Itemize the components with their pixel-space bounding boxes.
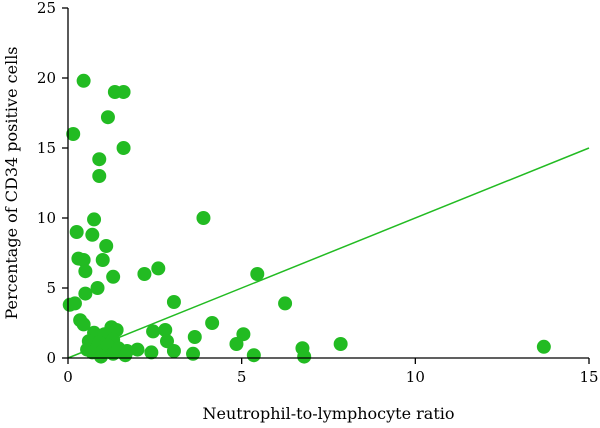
data-point	[196, 211, 211, 225]
x-tick-label: 0	[63, 368, 73, 386]
data-point	[158, 323, 173, 337]
x-axis-label: Neutrophil-to-lymphocyte ratio	[203, 404, 455, 423]
data-point	[118, 348, 133, 363]
data-points-layer	[62, 73, 551, 364]
trend-line	[67, 147, 590, 359]
data-point	[246, 348, 261, 363]
data-point	[333, 337, 348, 351]
y-tick-label: 10	[37, 209, 56, 227]
data-point	[116, 85, 131, 99]
data-point	[99, 239, 114, 253]
y-tick-label: 20	[37, 69, 56, 87]
data-point	[87, 212, 102, 227]
data-point	[78, 264, 93, 279]
x-tick-label: 10	[406, 368, 425, 386]
data-point	[67, 296, 82, 311]
data-point	[205, 316, 220, 330]
data-point	[146, 324, 161, 339]
data-point	[90, 281, 105, 295]
data-point	[106, 269, 121, 284]
data-point	[536, 339, 551, 354]
data-point	[229, 337, 244, 351]
data-point	[100, 110, 115, 125]
data-point	[69, 225, 84, 239]
data-point	[166, 295, 181, 309]
data-point	[95, 253, 110, 267]
data-point	[92, 152, 107, 167]
y-tick-label: 15	[37, 139, 56, 157]
y-ticks: 0 5 10 15 20 25	[37, 0, 68, 367]
trend-line-layer	[67, 147, 590, 359]
x-tick-label: 5	[237, 368, 247, 386]
data-point	[78, 286, 93, 301]
data-point	[76, 317, 91, 332]
data-point	[76, 73, 91, 88]
data-point	[76, 253, 91, 267]
data-point	[297, 349, 312, 364]
data-point	[159, 334, 174, 349]
x-ticks: 0 5 10 15	[63, 358, 599, 386]
data-point	[144, 345, 159, 360]
data-point	[236, 327, 251, 342]
axes-layer	[67, 8, 589, 359]
data-point	[250, 267, 265, 281]
data-point	[186, 346, 201, 361]
data-point	[166, 344, 181, 358]
data-point	[116, 141, 131, 155]
data-point	[278, 296, 293, 311]
x-tick-label: 15	[579, 368, 598, 386]
data-point	[85, 227, 100, 242]
data-point	[130, 342, 145, 357]
data-point	[187, 330, 202, 344]
y-axis-label: Percentage of CD34 positive cells	[2, 46, 21, 319]
data-point	[151, 261, 166, 276]
y-tick-label: 0	[46, 349, 56, 367]
data-point	[93, 349, 108, 364]
y-tick-label: 25	[37, 0, 56, 17]
data-point	[66, 127, 81, 141]
y-tick-label: 5	[46, 279, 56, 297]
data-point	[92, 169, 107, 183]
data-point	[137, 267, 152, 281]
